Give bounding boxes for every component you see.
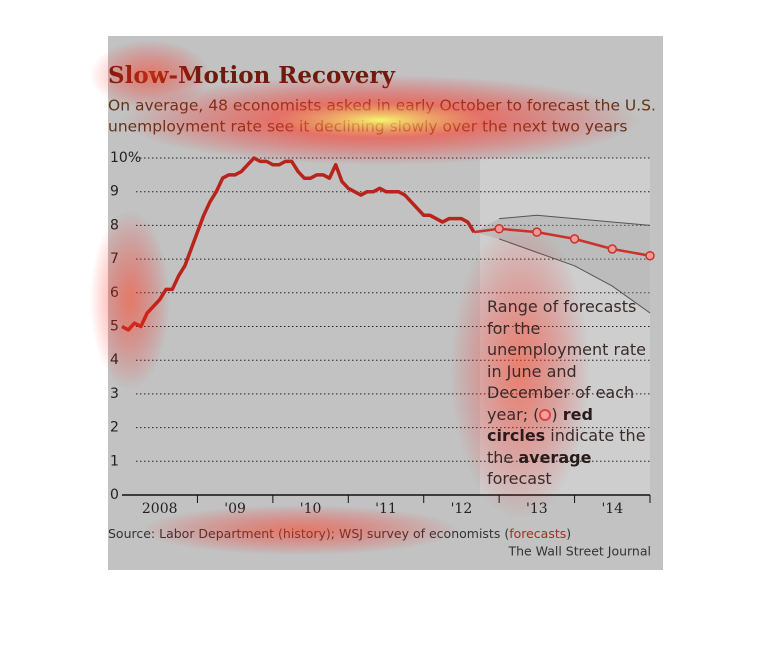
forecast-point [569,234,580,244]
x-tick-label: 2008 [142,501,178,517]
forecast-range-edge [499,214,651,226]
y-tick-label: 2 [110,420,119,436]
annotation-text: Range of forecasts for the unemployment … [487,297,646,424]
credit: The Wall Street Journal [507,544,651,559]
circle-icon [539,409,552,421]
y-tick-label: 0 [110,487,119,503]
source-text: forecasts [509,526,566,541]
y-tick-label: 9 [110,184,119,200]
y-tick-label: 3 [110,386,119,402]
y-tick-label: 5 [110,319,119,335]
annotation-text: ) [551,404,563,424]
source-text: Source: Labor Department (history); WSJ … [108,526,509,541]
x-tick-label: '13 [526,501,548,517]
y-tick-label: 6 [110,285,119,301]
forecast-point [532,227,542,237]
y-tick-label: 1 [110,453,119,469]
annotation-text: indicate the the [487,426,646,467]
x-tick-label: '14 [601,501,623,517]
x-tick-label: '11 [375,501,397,517]
x-tick-label: '12 [451,501,473,517]
x-tick-label: '09 [224,501,246,517]
source: Source: Labor Department (history); WSJ … [108,526,571,541]
y-tick-label: 8 [110,217,119,233]
forecast-point [645,250,655,261]
subtitle: On average, 48 economists asked in early… [108,97,656,115]
x-tick-label: '10 [300,501,322,517]
subtitle: unemployment rate see it declining slowl… [108,118,627,136]
y-tick-label: 7 [110,251,119,267]
y-tick-label: 4 [110,352,119,368]
forecast-point [494,224,504,234]
annotation-text: forecast [487,469,552,488]
annotation-bold: red circles [487,404,593,446]
annotation-bold: average [518,447,592,467]
forecast-point [607,244,618,254]
history-line [121,156,476,332]
chart-title: Slow-Motion Recovery [108,62,395,89]
source-text: ) [566,526,571,541]
annotation: Range of forecasts for the unemployment … [487,296,652,490]
